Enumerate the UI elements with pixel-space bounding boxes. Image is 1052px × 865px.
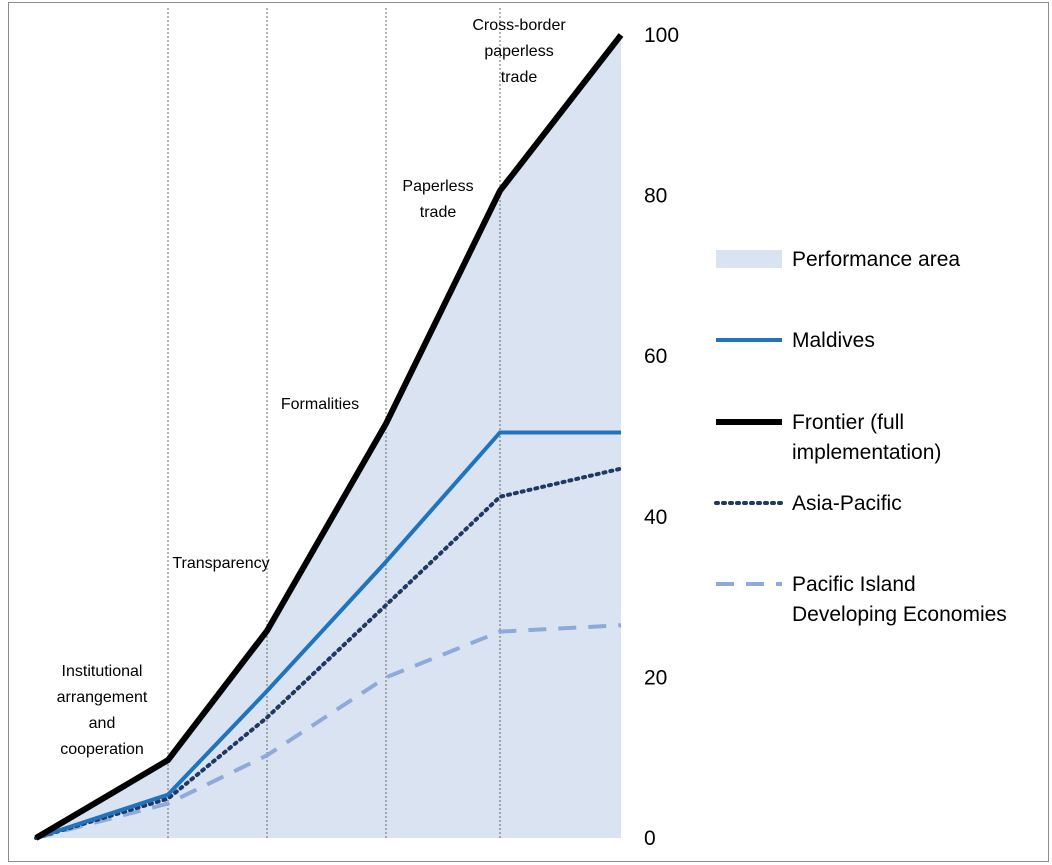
category-label-line: cooperation <box>60 741 144 758</box>
legend: Performance area Maldives Frontier (full im… <box>714 248 1007 626</box>
series-line-asia-pacific <box>34 466 623 840</box>
series-line-pacific-island-developing-economies <box>35 623 622 840</box>
series-line-frontier-full-implementation <box>34 33 624 841</box>
category-label-line: and <box>89 715 116 732</box>
category-label-line: Paperless <box>402 178 473 195</box>
category-label: Formalities <box>281 396 359 413</box>
legend-label: Developing Economies <box>792 603 1007 626</box>
y-tick-label: 80 <box>644 185 667 208</box>
area-layer <box>36 35 621 838</box>
y-tick-label: 100 <box>644 24 679 47</box>
legend-item: Asia-Pacific <box>714 492 902 515</box>
legend-item: Pacific Island Developing Economies <box>716 573 1007 626</box>
legend-item: Frontier (full implementation) <box>716 411 941 464</box>
category-label-line: arrangement <box>57 689 148 706</box>
y-tick-label: 60 <box>644 345 667 368</box>
category-label: Cross-border paperless trade <box>472 17 566 86</box>
category-label-line: Transparency <box>172 555 269 572</box>
category-labels: Institutional arrangement and cooperation Tr… <box>57 17 567 758</box>
category-label-line: Institutional <box>62 663 143 680</box>
legend-label: implementation) <box>792 441 941 464</box>
legend-label: Frontier (full <box>792 411 904 434</box>
y-axis-ticks: 0 20 40 60 80 100 <box>644 24 679 850</box>
legend-label: Asia-Pacific <box>792 492 902 515</box>
category-label-line: Formalities <box>281 396 359 413</box>
category-label-line: trade <box>501 69 538 86</box>
category-label: Transparency <box>172 555 269 572</box>
legend-label: Maldives <box>792 329 875 352</box>
y-tick-label: 0 <box>644 827 656 850</box>
category-label-line: Cross-border <box>472 17 566 34</box>
legend-swatch <box>716 250 782 268</box>
legend-item: Performance area <box>716 248 960 271</box>
category-label-line: paperless <box>484 43 553 60</box>
y-tick-label: 40 <box>644 506 667 529</box>
series-line-maldives <box>35 430 621 840</box>
performance-area <box>36 35 621 838</box>
legend-label: Performance area <box>792 248 960 271</box>
category-label-line: trade <box>420 204 457 221</box>
series-lines <box>34 33 624 841</box>
legend-item: Maldives <box>716 329 875 352</box>
y-tick-label: 20 <box>644 666 667 689</box>
legend-label: Pacific Island <box>792 573 916 596</box>
category-label: Paperless trade <box>402 178 473 221</box>
category-label: Institutional arrangement and cooperation <box>57 663 148 758</box>
